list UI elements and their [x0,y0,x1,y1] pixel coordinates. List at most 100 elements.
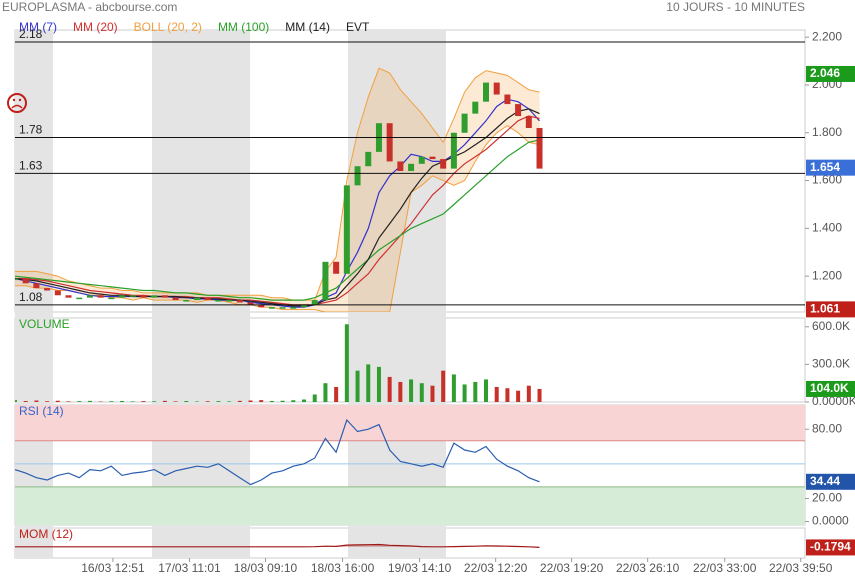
candle [311,300,318,305]
last-value: -0.1794 [810,540,851,554]
candle [204,297,211,301]
volume-bar [387,376,392,402]
volume-bar [141,401,146,402]
icon [7,93,27,113]
last-value-badge [806,380,855,397]
volume-bar [312,394,317,402]
candle [247,302,254,305]
volume-bar [419,383,424,402]
candle [22,278,29,284]
panel-title: RSI (14) [19,404,64,418]
volume-bar [409,379,414,402]
candle [268,307,275,309]
volume-bar [291,400,296,402]
volume-bar [494,386,499,402]
volume-bar [162,400,167,402]
panel-plot [15,405,805,525]
candle [97,295,104,298]
mom-line [15,543,540,548]
overbought-zone [15,405,805,441]
legend-entry: EVT [346,20,370,34]
last-value-badge [806,159,855,176]
candle [65,295,72,298]
candle [536,127,543,169]
last-value: 104.0K [810,381,849,395]
volume-bar [23,400,28,402]
volume-bar [98,401,103,402]
candle [183,300,190,302]
candle [119,295,126,298]
last-value-badge [806,301,855,318]
candle [365,151,372,167]
reference-label: 2.18 [19,27,43,41]
last-value: 2.046 [810,66,840,80]
volume-bar [194,401,199,402]
y-tick-label: 20.00 [812,491,842,505]
candle [322,261,329,301]
last-value-badge [806,473,855,490]
volume-bar [173,401,178,402]
legend-entry: MM (7) [19,20,57,34]
volume-bar [398,381,403,402]
volume-bar [473,381,478,402]
x-tick-label: 22/03 19:20 [540,561,604,575]
volume-bar [227,401,232,402]
plot-layer: 2.2002.0001.8001.6001.4001.2002.181.781.… [15,20,855,575]
candle [108,297,115,300]
volume-bar [66,401,71,402]
candle [33,283,40,289]
volume-bar [430,385,435,402]
reference-label: 1.63 [19,159,43,173]
x-tick-label: 22/03 12:20 [464,561,528,575]
candle [408,163,415,171]
candle [193,297,200,301]
legend-entry: BOLL (20, 2) [134,20,202,34]
volume-bar [87,400,92,402]
volume-bar [344,324,349,402]
band-area [15,68,540,312]
candle [226,300,233,302]
volume-bar [484,379,489,402]
last-value: 1.654 [810,160,840,174]
volume-bar [334,386,339,402]
candle [504,94,511,105]
volume-bar [376,366,381,402]
panel-plot [15,324,542,402]
legend-entry: MM (20) [73,20,118,34]
candle [76,297,83,300]
candle [440,159,447,169]
volume-bar [45,401,50,402]
candle [515,104,522,117]
volume-bar [366,364,371,402]
candle [151,295,158,298]
candle [215,300,222,302]
last-value-badge [806,65,855,82]
volume-bar [120,400,125,402]
volume-bar [237,400,242,402]
candle [172,297,179,301]
candle [15,278,18,281]
volume-bar [323,383,328,402]
candle [343,185,350,274]
candle [418,156,425,164]
mom-area [15,544,540,548]
band-upper [15,67,540,301]
volume-bar [526,385,531,402]
last-value: 1.061 [810,302,840,316]
volume-bar [451,374,456,402]
x-tick-label: 19/03 14:10 [388,561,452,575]
panel-plot [15,67,543,312]
candle [461,113,468,133]
x-tick-label: 17/03 11:01 [158,561,221,575]
y-tick-label: 2.200 [812,29,842,43]
candle [525,116,532,128]
x-tick-label: 22/03 26:10 [616,561,680,575]
candle [483,82,490,102]
x-tick-label: 22/03 39:50 [769,561,833,575]
volume-bar [505,388,510,402]
candle [44,288,51,291]
volume-bar [216,401,221,402]
candle [450,132,457,169]
x-tick-label: 18/03 16:00 [311,561,375,575]
volume-bar [130,401,135,402]
